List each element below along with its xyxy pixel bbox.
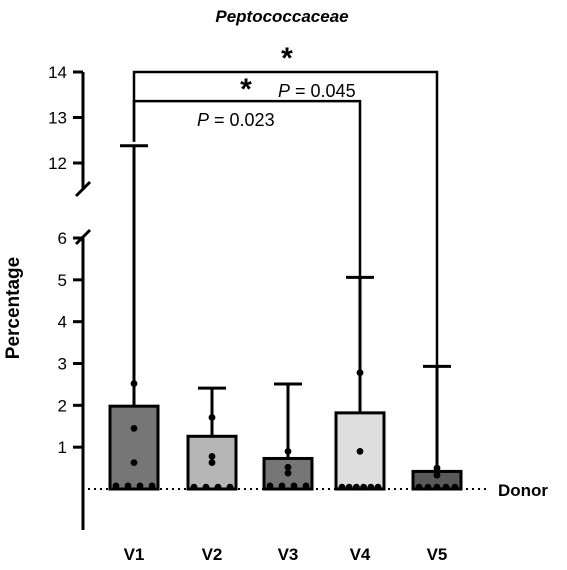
p-value-symbol: P [197, 110, 209, 130]
point-v4 [374, 483, 382, 491]
p-value-label: P = 0.023 [197, 110, 275, 130]
y-4-tick-label: 4 [58, 313, 67, 332]
y-6-tick-label: 6 [58, 229, 67, 248]
point-v2 [208, 414, 216, 421]
p-value-label: P = 0.045 [278, 81, 356, 101]
point-v5 [433, 471, 441, 479]
point-v2 [214, 483, 222, 491]
point-v4 [367, 483, 375, 491]
category-label-v2: V2 [202, 545, 223, 564]
bars [108, 144, 463, 491]
p-value-number: = 0.045 [290, 81, 356, 101]
point-v2 [226, 483, 234, 491]
point-v2 [202, 483, 210, 491]
p-value-number: = 0.023 [209, 110, 275, 130]
category-label-v5: V5 [427, 545, 448, 564]
point-v1 [124, 482, 132, 490]
y-5-tick-label: 5 [58, 271, 67, 290]
point-v5 [424, 483, 432, 491]
p-value-symbol: P [278, 81, 290, 101]
bar-v1 [108, 404, 160, 491]
point-v3 [302, 482, 310, 490]
point-v4 [338, 483, 346, 491]
point-v1 [130, 459, 138, 467]
point-v4 [356, 447, 364, 455]
point-v4 [353, 483, 360, 491]
category-label-v1: V1 [124, 545, 145, 564]
y-12-tick-label: 12 [48, 154, 67, 173]
point-v5 [442, 483, 450, 491]
y-13-tick-label: 13 [48, 109, 67, 128]
point-v5 [433, 464, 441, 472]
point-v1 [130, 424, 138, 432]
point-v1 [112, 482, 120, 490]
point-v2 [190, 483, 198, 491]
y-3-tick-label: 3 [58, 355, 67, 374]
bar-v4 [334, 411, 386, 491]
chart-title: Peptococcaceae [215, 7, 348, 26]
point-v1 [136, 482, 144, 490]
point-v3 [266, 482, 274, 490]
y-14-tick-label: 14 [48, 63, 67, 82]
point-v4 [360, 483, 367, 491]
comparison-bracket-v1-v5 [132, 70, 439, 367]
point-v4 [356, 369, 364, 377]
point-v4 [345, 483, 353, 491]
point-v1 [130, 380, 138, 387]
y-1-tick-label: 1 [58, 438, 67, 457]
point-v2 [208, 452, 216, 460]
significance-marker: * [240, 73, 252, 106]
point-v2 [208, 459, 216, 467]
point-v5 [415, 483, 423, 491]
point-v3 [290, 482, 298, 490]
category-label-v4: V4 [350, 545, 371, 564]
point-v3 [284, 469, 292, 477]
point-v3 [278, 482, 286, 490]
significance-marker: * [281, 42, 293, 75]
y-2-tick-label: 2 [58, 396, 67, 415]
category-label-v3: V3 [278, 545, 299, 564]
point-v3 [284, 463, 292, 471]
point-v1 [148, 482, 156, 490]
axis-break-mark-upper [74, 180, 92, 198]
annotations: * P = 0.023 * P = 0.045 [132, 42, 439, 367]
point-v5 [451, 483, 459, 491]
donor-label: Donor [498, 481, 548, 500]
point-v3 [284, 447, 292, 455]
point-v5 [433, 483, 441, 491]
y-axis-label: Percentage [3, 257, 24, 359]
